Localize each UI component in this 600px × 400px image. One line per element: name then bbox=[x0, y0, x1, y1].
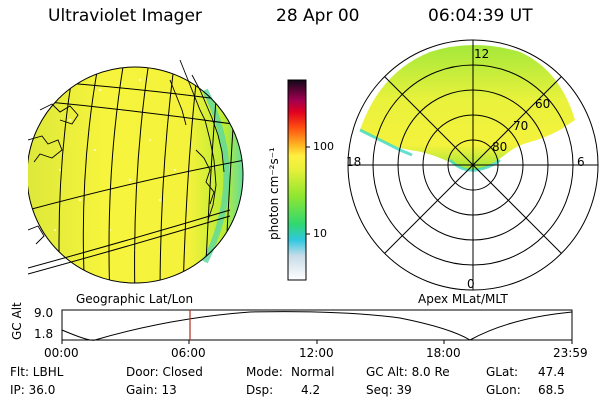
glon-label: GLon: bbox=[486, 383, 521, 397]
dsp-value: 4.2 bbox=[301, 383, 321, 397]
door-info: Door: Closed bbox=[126, 365, 203, 379]
gain-info: Gain: 13 bbox=[126, 383, 177, 397]
seq-info: Seq: 39 bbox=[366, 383, 412, 397]
altitude-curve bbox=[61, 311, 573, 341]
glat-label: GLat: bbox=[486, 365, 519, 379]
glon-value: 68.5 bbox=[538, 383, 565, 397]
colorbar-unit-label: photon cm⁻²s⁻¹ bbox=[267, 147, 281, 240]
dsp-label: Dsp: bbox=[246, 383, 274, 397]
right-panel-label: Apex MLat/MLT bbox=[418, 292, 508, 306]
polar-plot bbox=[347, 39, 599, 291]
altitude-ytick-top: 9.0 bbox=[34, 306, 54, 320]
left-panel-label: Geographic Lat/Lon bbox=[76, 292, 194, 306]
mlat-label-60: 60 bbox=[535, 97, 551, 111]
altitude-ytick-bottom: 1.8 bbox=[34, 327, 54, 341]
altitude-xtick-0: 00:00 bbox=[44, 346, 79, 360]
mlt-label-0: 0 bbox=[467, 277, 475, 291]
instrument-title: Ultraviolet Imager bbox=[48, 6, 202, 26]
mode-value: Normal bbox=[291, 365, 335, 379]
altitude-xtick-4: 23:59 bbox=[553, 346, 588, 360]
aurora-oval bbox=[360, 45, 575, 170]
glat-value: 47.4 bbox=[538, 365, 565, 379]
mlat-label-70: 70 bbox=[513, 119, 529, 133]
image-date: 28 Apr 00 bbox=[276, 6, 360, 26]
mlt-label-12: 12 bbox=[474, 47, 490, 61]
altitude-plot bbox=[61, 309, 573, 344]
altitude-xtick-2: 12:00 bbox=[299, 346, 334, 360]
altitude-xtick-3: 18:00 bbox=[426, 346, 461, 360]
mode-label: Mode: bbox=[246, 365, 283, 379]
image-time: 06:04:39 UT bbox=[428, 6, 533, 26]
filter-info: Flt: LBHL bbox=[10, 365, 64, 379]
colorbar-label-10: 10 bbox=[313, 227, 327, 240]
altitude-axis-label: GC Alt bbox=[10, 302, 24, 340]
colorbar bbox=[287, 79, 307, 281]
colorbar-label-100: 100 bbox=[313, 140, 334, 153]
ip-info: IP: 36.0 bbox=[10, 383, 56, 397]
mlt-label-6: 6 bbox=[577, 155, 585, 169]
gc-alt-info: GC Alt: 8.0 Re bbox=[366, 365, 450, 379]
mlat-label-80: 80 bbox=[492, 140, 508, 154]
altitude-xtick-1: 06:00 bbox=[171, 346, 206, 360]
mlt-label-18: 18 bbox=[346, 155, 362, 169]
geographic-globe bbox=[28, 59, 244, 284]
